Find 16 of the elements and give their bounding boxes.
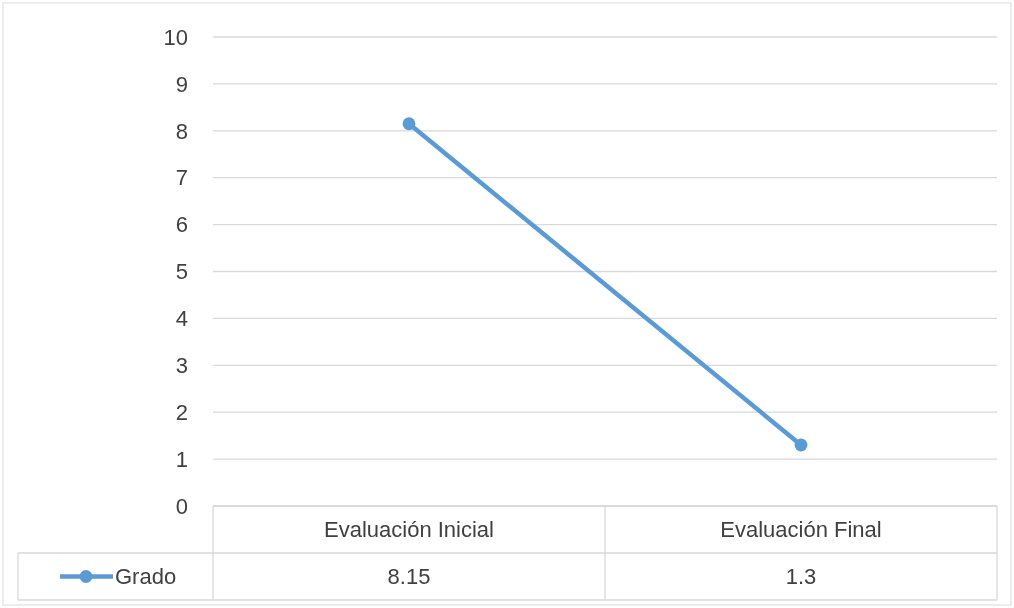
y-tick-label: 5 xyxy=(175,259,188,285)
y-tick-label: 0 xyxy=(175,493,188,519)
y-tick-label: 1 xyxy=(175,446,188,472)
y-tick-label: 2 xyxy=(175,399,188,425)
legend-label: Grado xyxy=(115,564,177,590)
y-tick-label: 3 xyxy=(175,353,188,378)
y-tick-label: 7 xyxy=(175,165,188,191)
y-tick-label: 10 xyxy=(163,24,188,50)
y-tick-label: 9 xyxy=(175,71,188,97)
y-tick-label: 8 xyxy=(175,118,188,144)
x-tick-label: Evaluación Final xyxy=(720,517,882,543)
data-label: 1.3 xyxy=(785,564,817,590)
y-tick-label: 4 xyxy=(175,306,188,332)
x-tick-label: Evaluación Inicial xyxy=(324,517,494,543)
data-label: 8.15 xyxy=(387,564,431,590)
y-tick-label: 6 xyxy=(175,212,188,238)
